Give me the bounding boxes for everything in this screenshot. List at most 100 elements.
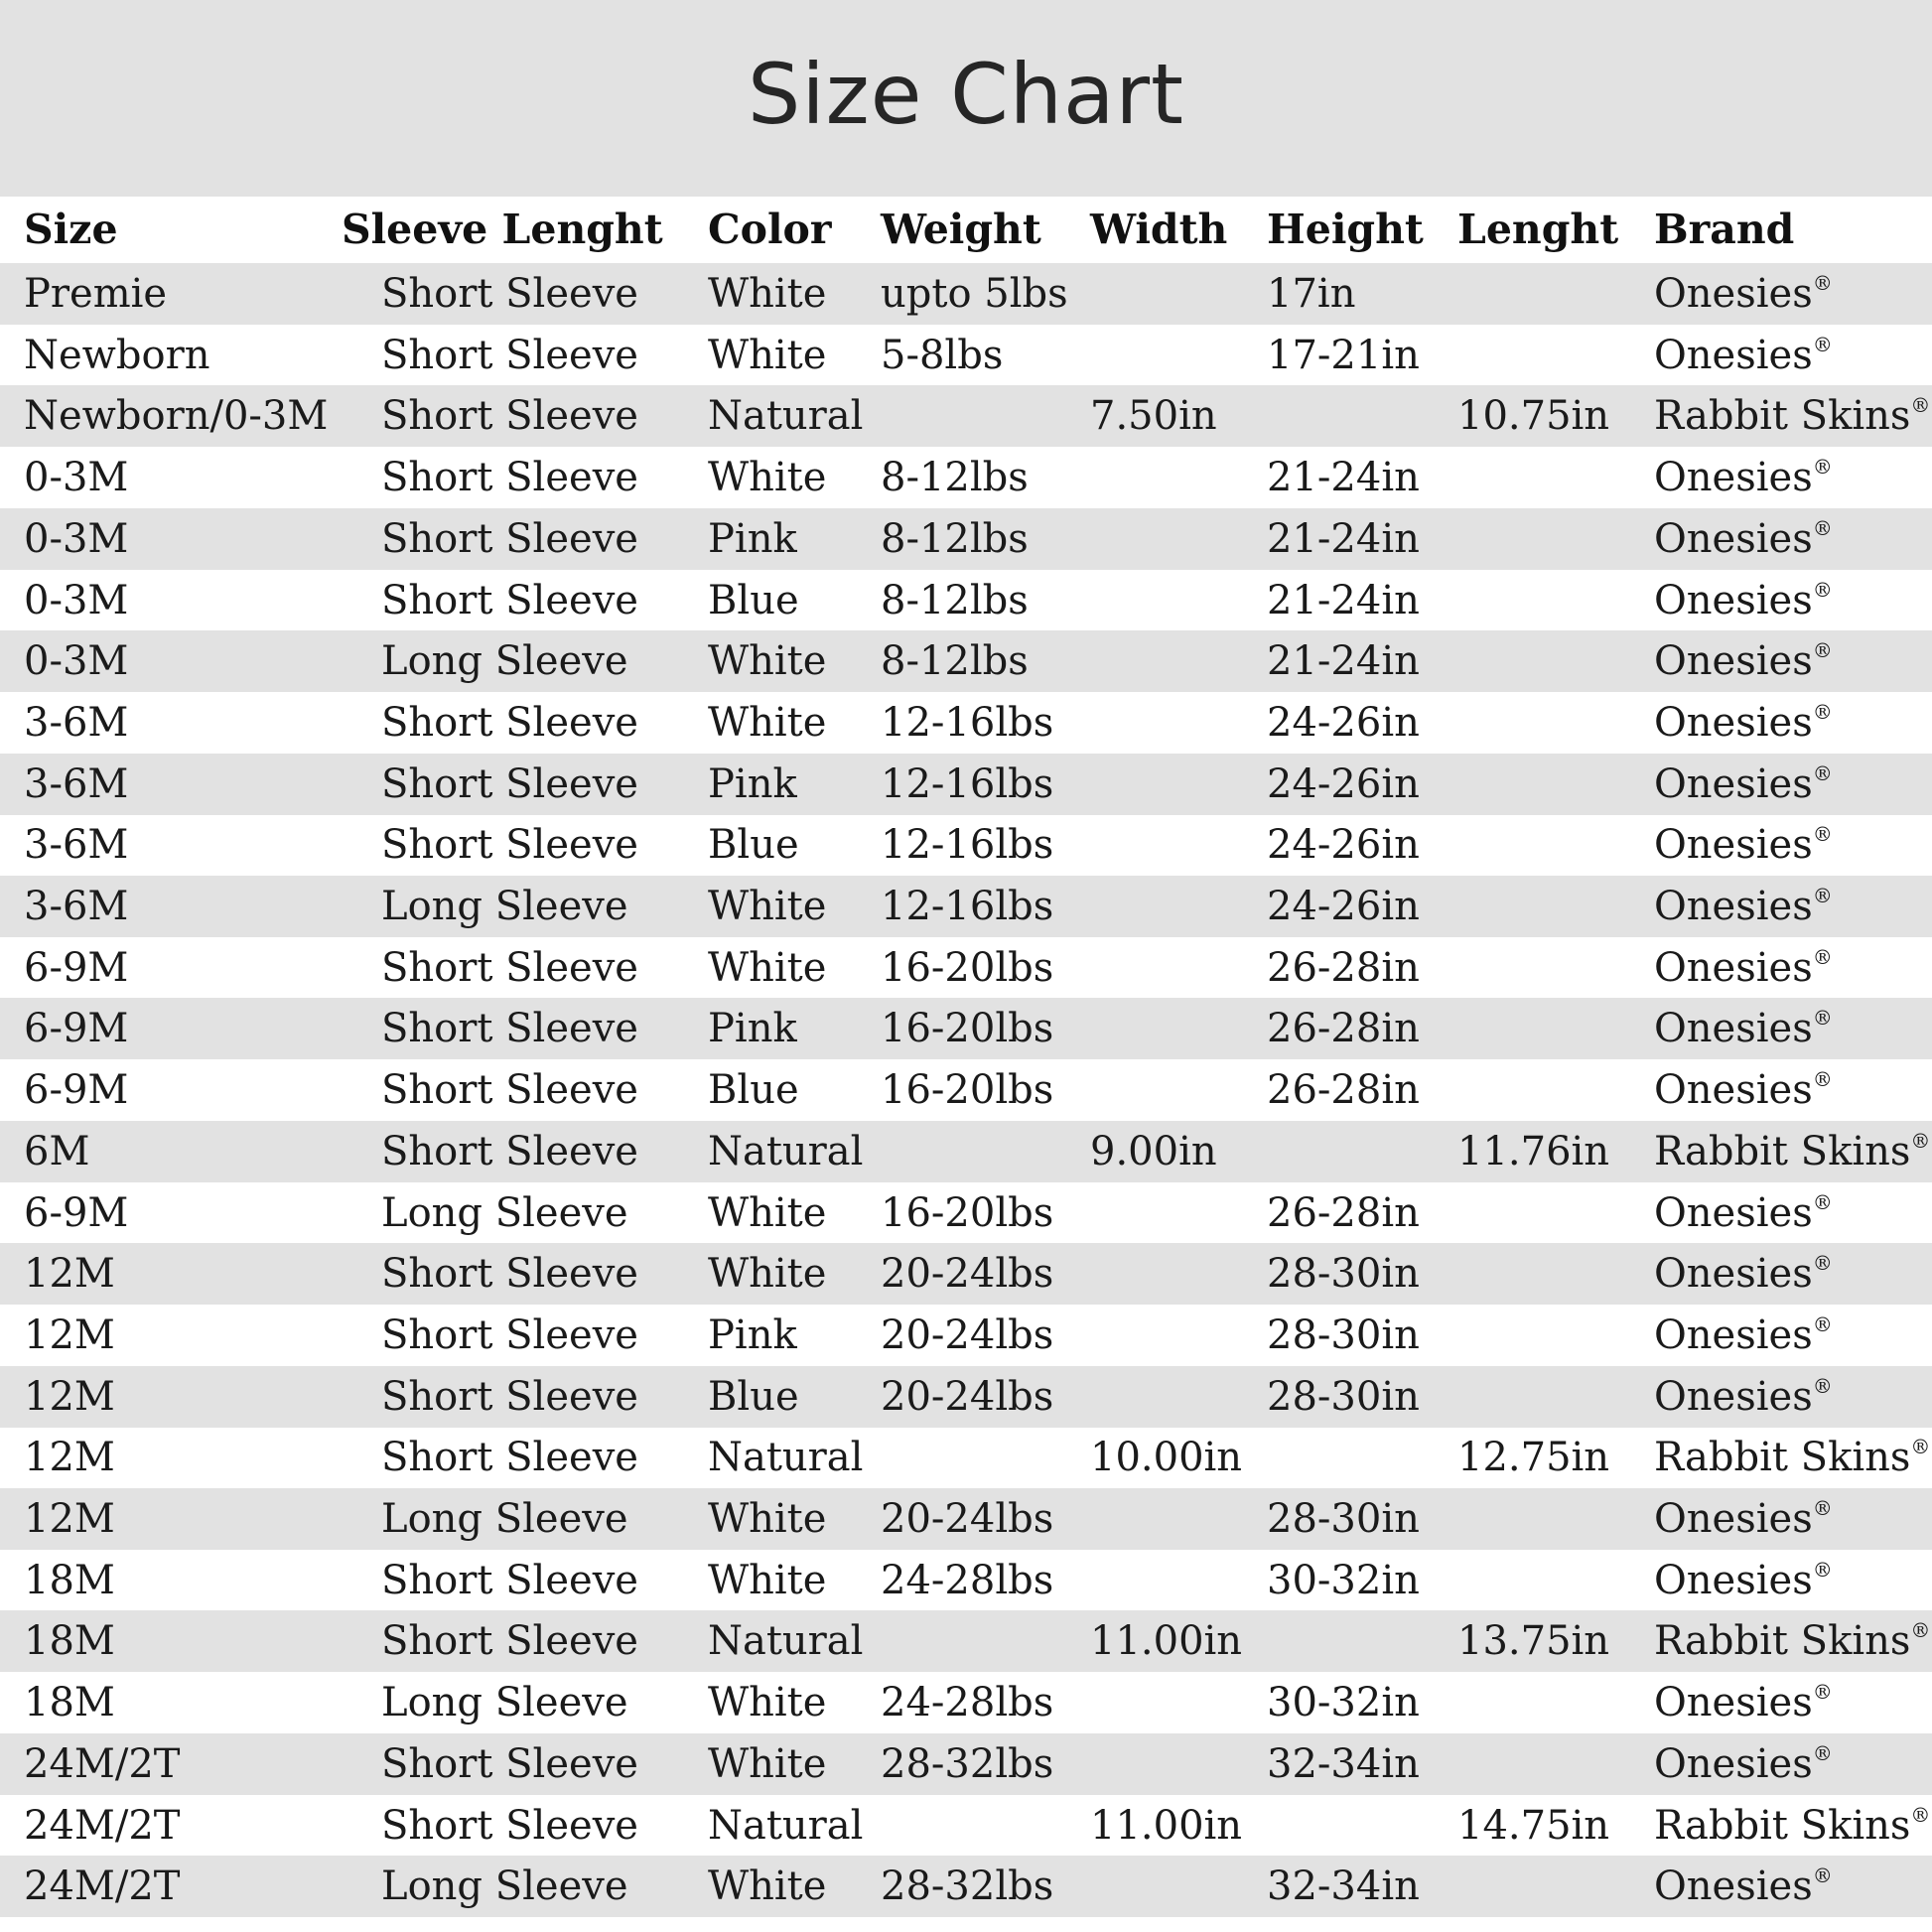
cell-sleeve-length: Short Sleeve [381, 577, 638, 623]
table-row: 6-9M Long Sleeve White 16-20lbs 26-28in Onesi… [0, 1182, 1932, 1244]
cell-brand: Rabbit Skins® [1654, 393, 1931, 440]
cell-brand: Onesies® [1654, 1373, 1833, 1420]
cell-weight: 5-8lbs [881, 332, 1004, 378]
cell-sleeve-length: Short Sleeve [381, 1740, 638, 1787]
cell-weight: 16-20lbs [881, 1189, 1054, 1236]
cell-weight: 8-12lbs [881, 638, 1029, 685]
cell-size: 0-3M [24, 577, 129, 623]
cell-width: 11.00in [1090, 1802, 1243, 1849]
cell-color: Blue [708, 822, 799, 869]
cell-color: White [708, 271, 827, 317]
registered-mark: ® [1812, 699, 1833, 724]
cell-brand: Onesies® [1654, 455, 1833, 501]
cell-height: 30-32in [1267, 1680, 1420, 1726]
cell-brand: Onesies® [1654, 1311, 1833, 1358]
header-brand: Brand [1654, 206, 1795, 253]
cell-brand: Onesies® [1654, 1067, 1833, 1114]
table-row: 18M Short Sleeve White 24-28lbs 30-32in Onesi… [0, 1550, 1932, 1611]
registered-mark: ® [1812, 1496, 1833, 1520]
cell-color: White [708, 699, 827, 746]
cell-weight: 28-32lbs [881, 1863, 1054, 1910]
table-row: 12M Long Sleeve White 20-24lbs 28-30in Onesie… [0, 1488, 1932, 1550]
cell-color: Blue [708, 1373, 799, 1420]
cell-color: White [708, 944, 827, 991]
cell-color: Natural [708, 1435, 864, 1481]
cell-size: 0-3M [24, 638, 129, 685]
cell-weight: 20-24lbs [881, 1311, 1054, 1358]
cell-color: White [708, 1189, 827, 1236]
cell-weight: 12-16lbs [881, 760, 1054, 807]
registered-mark: ® [1812, 1006, 1833, 1031]
cell-size: 6-9M [24, 1067, 129, 1114]
cell-height: 21-24in [1267, 638, 1420, 685]
cell-weight: 24-28lbs [881, 1557, 1054, 1603]
cell-size: 18M [24, 1680, 115, 1726]
cell-color: White [708, 1496, 827, 1542]
cell-size: 24M/2T [24, 1802, 181, 1849]
table-row: Newborn Short Sleeve White 5-8lbs 17-21in One… [0, 325, 1932, 386]
table-row: 12M Short Sleeve White 20-24lbs 28-30in Onesi… [0, 1243, 1932, 1306]
table-row: Premie Short Sleeve White upto 5lbs 17in Ones… [0, 263, 1932, 325]
cell-sleeve-length: Short Sleeve [381, 1251, 638, 1298]
cell-color: White [708, 638, 827, 685]
cell-sleeve-length: Long Sleeve [381, 638, 628, 685]
table-row: 0-3M Short Sleeve Blue 8-12lbs 21-24in Onesie… [0, 570, 1932, 631]
cell-weight: 28-32lbs [881, 1740, 1054, 1787]
registered-mark: ® [1812, 1311, 1833, 1336]
table-row: 6-9M Short Sleeve Pink 16-20lbs 26-28in Onesi… [0, 998, 1932, 1060]
table-row: 0-3M Short Sleeve Pink 8-12lbs 21-24in Onesie… [0, 507, 1932, 570]
cell-brand: Onesies® [1654, 1189, 1833, 1236]
cell-color: White [708, 1557, 827, 1603]
cell-height: 24-26in [1267, 699, 1420, 746]
table-row: 12M Short Sleeve Blue 20-24lbs 28-30in Onesie… [0, 1365, 1932, 1428]
cell-weight: upto 5lbs [881, 271, 1068, 317]
cell-length: 11.76in [1457, 1128, 1610, 1174]
cell-color: Blue [708, 1067, 799, 1114]
registered-mark: ® [1812, 332, 1833, 356]
registered-mark: ® [1910, 393, 1931, 418]
table-row: 24M/2T Long Sleeve White 28-32lbs 32-34in One… [0, 1856, 1932, 1918]
cell-brand: Onesies® [1654, 760, 1833, 807]
cell-color: White [708, 884, 827, 929]
table-header-row: Size Sleeve Lenght Color Weight Width He… [0, 197, 1932, 263]
registered-mark: ® [1910, 1802, 1931, 1827]
cell-brand: Onesies® [1654, 1006, 1833, 1052]
cell-color: White [708, 1251, 827, 1298]
cell-height: 17in [1267, 271, 1356, 317]
cell-brand: Onesies® [1654, 1740, 1833, 1787]
cell-height: 32-34in [1267, 1740, 1420, 1787]
cell-weight: 24-28lbs [881, 1680, 1054, 1726]
cell-brand: Onesies® [1654, 1863, 1833, 1910]
registered-mark: ® [1812, 1251, 1833, 1276]
cell-height: 32-34in [1267, 1863, 1420, 1910]
cell-brand: Rabbit Skins® [1654, 1128, 1931, 1174]
cell-height: 26-28in [1267, 1067, 1420, 1114]
cell-size: 12M [24, 1251, 115, 1298]
table-row: 3-6M Long Sleeve White 12-16lbs 24-26in Onesi… [0, 876, 1932, 937]
cell-size: 12M [24, 1435, 115, 1481]
cell-weight: 20-24lbs [881, 1496, 1054, 1542]
cell-width: 11.00in [1090, 1618, 1243, 1665]
cell-brand: Onesies® [1654, 1496, 1833, 1542]
cell-brand: Onesies® [1654, 332, 1833, 378]
cell-brand: Onesies® [1654, 699, 1833, 746]
cell-size: 12M [24, 1496, 115, 1542]
cell-brand: Rabbit Skins® [1654, 1802, 1931, 1849]
cell-height: 30-32in [1267, 1557, 1420, 1603]
cell-sleeve-length: Short Sleeve [381, 1311, 638, 1358]
cell-size: 12M [24, 1311, 115, 1358]
cell-sleeve-length: Long Sleeve [381, 1496, 628, 1542]
cell-weight: 12-16lbs [881, 884, 1054, 929]
cell-brand: Rabbit Skins® [1654, 1435, 1931, 1481]
cell-sleeve-length: Short Sleeve [381, 1435, 638, 1481]
cell-sleeve-length: Long Sleeve [381, 884, 628, 929]
table-row: 0-3M Short Sleeve White 8-12lbs 21-24in Onesi… [0, 447, 1932, 508]
cell-color: Blue [708, 577, 799, 623]
cell-size: 6-9M [24, 944, 129, 991]
table-row: 24M/2T Short Sleeve Natural 11.00in 14.75in R… [0, 1795, 1932, 1857]
cell-color: Pink [708, 1311, 797, 1358]
registered-mark: ® [1812, 271, 1833, 295]
header-length: Lenght [1457, 206, 1619, 253]
header-weight: Weight [881, 206, 1041, 253]
cell-size: 18M [24, 1618, 115, 1665]
